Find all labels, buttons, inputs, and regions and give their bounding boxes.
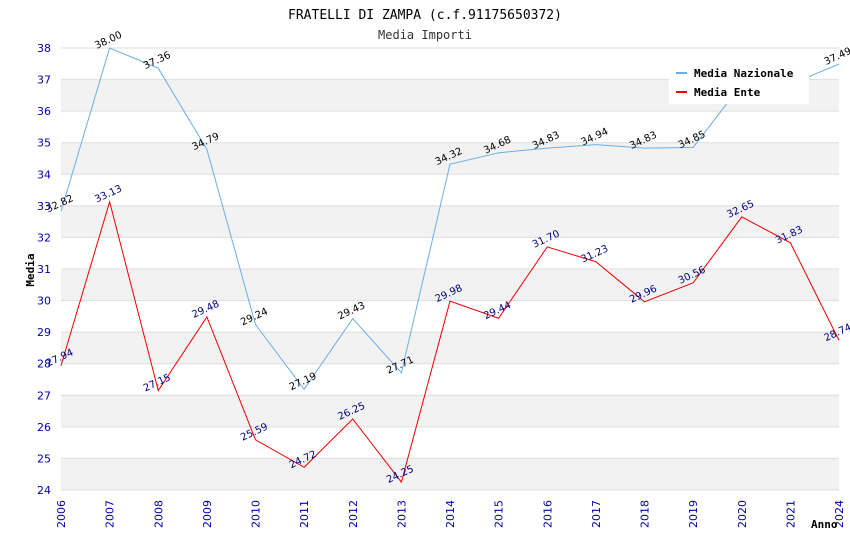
- y-tick-label: 26: [37, 421, 51, 434]
- chart-title: FRATELLI DI ZAMPA (c.f.91175650372): [288, 8, 562, 23]
- y-tick-label: 34: [37, 168, 51, 181]
- series-line-0: [60, 47, 840, 391]
- x-tick-label: 2013: [395, 500, 408, 528]
- grid-band: [61, 395, 839, 427]
- y-axis-ticks: 24 25 26 27 28 29 30 31 32 33 34 35 36 37 38: [37, 42, 51, 497]
- x-tick-label: 2014: [444, 500, 457, 528]
- grid-band: [61, 237, 839, 269]
- y-axis-label: Media: [24, 253, 37, 286]
- grid-band: [61, 300, 839, 333]
- y-tick-label: 35: [37, 137, 51, 150]
- y-tick-label: 32: [37, 231, 51, 244]
- grid-band: [61, 174, 839, 206]
- y-tick-label: 30: [37, 295, 51, 308]
- grid-band: [61, 205, 839, 238]
- grid-band: [61, 142, 839, 175]
- y-tick-label: 31: [37, 263, 51, 276]
- series-line-1: [60, 199, 840, 484]
- y-tick-label: 36: [37, 105, 51, 118]
- x-axis-ticks: 2006 2007 2008 2009 2010 2011 2012 2013 2014 2015…: [55, 500, 846, 528]
- x-tick-label: 2012: [347, 500, 360, 528]
- x-tick-label: 2019: [687, 500, 700, 528]
- y-tick-label: 37: [37, 74, 51, 87]
- legend-box: [669, 60, 809, 104]
- grid-band: [61, 332, 839, 364]
- x-tick-label: 2009: [201, 500, 214, 528]
- x-tick-label: 2020: [736, 500, 749, 528]
- y-tick-label: 28: [37, 358, 51, 371]
- x-tick-label: 2021: [784, 500, 797, 528]
- grid-bands: [61, 47, 839, 491]
- chart-subtitle: Media Importi: [378, 28, 472, 42]
- grid-band: [61, 426, 839, 459]
- x-tick-label: 2016: [541, 500, 554, 528]
- x-tick-label: 2007: [104, 500, 117, 528]
- y-tick-label: 33: [37, 200, 51, 213]
- y-tick-label: 27: [37, 389, 51, 402]
- x-tick-label: 2008: [152, 500, 165, 528]
- x-tick-label: 2018: [639, 500, 652, 528]
- y-tick-label: 24: [37, 484, 51, 497]
- x-axis-label: Anno: [811, 518, 838, 531]
- legend-item: Media Nazionale: [694, 67, 794, 80]
- series-lines: [60, 47, 840, 484]
- grid-band: [61, 458, 839, 490]
- x-tick-label: 2024: [833, 500, 846, 528]
- grid-band: [61, 363, 839, 396]
- x-tick-label: 2006: [55, 500, 68, 528]
- grid-band: [61, 111, 839, 143]
- x-tick-label: 2017: [590, 500, 603, 528]
- x-tick-label: 2015: [493, 500, 506, 528]
- y-tick-label: 25: [37, 452, 51, 465]
- x-tick-label: 2010: [250, 500, 263, 528]
- y-tick-label: 29: [37, 326, 51, 339]
- x-tick-label: 2011: [298, 500, 311, 528]
- legend-item: Media Ente: [694, 86, 761, 99]
- grid-band: [61, 269, 839, 301]
- y-tick-label: 38: [37, 42, 51, 55]
- legend: Media Nazionale Media Ente: [669, 60, 809, 104]
